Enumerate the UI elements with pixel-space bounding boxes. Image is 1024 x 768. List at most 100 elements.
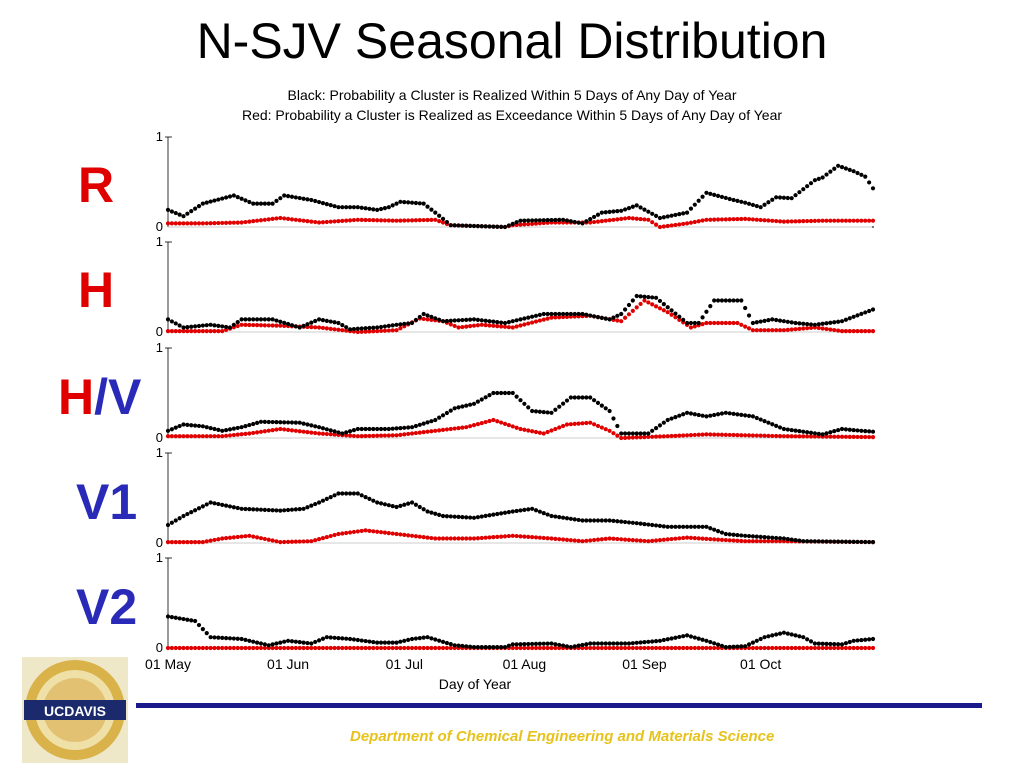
black-series-point xyxy=(278,319,283,324)
black-series-point xyxy=(526,507,531,512)
black-series-point xyxy=(789,632,794,637)
red-series-point xyxy=(386,645,391,651)
red-series-point xyxy=(169,329,174,334)
black-series-point xyxy=(177,323,182,328)
red-series-point xyxy=(502,324,508,329)
black-series-point xyxy=(332,320,337,325)
red-series-point xyxy=(421,645,426,651)
black-series-point xyxy=(777,425,783,430)
red-series-point xyxy=(328,432,333,437)
red-series-point xyxy=(526,645,531,651)
red-series-point xyxy=(475,422,480,427)
red-series-point xyxy=(642,538,647,544)
black-series-point xyxy=(251,421,256,427)
black-series-point xyxy=(692,202,697,207)
red-series-point xyxy=(243,219,248,225)
black-series-point xyxy=(836,319,841,324)
black-series-point xyxy=(185,511,190,517)
black-series-point xyxy=(448,642,453,647)
red-series-point xyxy=(204,434,209,439)
black-series-point xyxy=(619,519,624,524)
black-series-point xyxy=(533,313,539,318)
red-series-point xyxy=(870,218,876,223)
red-series-point xyxy=(537,645,542,651)
black-series-point xyxy=(545,311,550,317)
red-series-point xyxy=(673,645,678,651)
black-series-point xyxy=(851,539,856,544)
black-series-point xyxy=(216,635,221,640)
black-series-point xyxy=(650,522,655,528)
red-series-point xyxy=(278,645,283,651)
red-series-point xyxy=(243,645,248,651)
black-series-point xyxy=(843,539,848,544)
red-series-point xyxy=(448,536,453,541)
black-series-point xyxy=(576,311,581,317)
red-series-point xyxy=(696,645,701,651)
red-series-point xyxy=(611,431,616,436)
black-series-point xyxy=(371,498,376,503)
red-series-point xyxy=(653,645,659,651)
black-series-point xyxy=(394,504,399,510)
red-series-point xyxy=(731,217,736,222)
black-series-point xyxy=(591,518,597,523)
red-series-point xyxy=(440,536,446,541)
red-series-point xyxy=(770,433,775,439)
red-series-point xyxy=(243,534,248,539)
red-series-point xyxy=(712,645,717,651)
black-series-point xyxy=(836,427,841,433)
red-series-point xyxy=(363,433,368,439)
red-series-point xyxy=(797,645,802,651)
red-series-point xyxy=(650,538,655,543)
black-series-point xyxy=(549,217,554,223)
black-series-point xyxy=(402,502,407,507)
black-series-point xyxy=(375,500,380,505)
red-series-point xyxy=(506,533,511,539)
black-series-point xyxy=(196,506,202,511)
red-series-point xyxy=(863,218,868,223)
black-series-point xyxy=(731,532,736,537)
black-series-point xyxy=(824,431,829,436)
red-series-point xyxy=(638,645,643,651)
black-series-point xyxy=(619,208,624,213)
black-series-point xyxy=(266,419,271,425)
black-series-point xyxy=(351,491,357,496)
black-series-point xyxy=(305,197,310,202)
black-series-point xyxy=(572,517,577,522)
black-series-point xyxy=(301,640,306,645)
black-series-point xyxy=(320,498,326,503)
red-series-point xyxy=(739,322,744,327)
red-series-point xyxy=(754,645,759,651)
red-series-point xyxy=(630,538,635,543)
black-series-point xyxy=(336,320,341,326)
red-series-point xyxy=(588,220,593,225)
black-series-point xyxy=(770,197,775,202)
black-series-point xyxy=(243,506,248,512)
black-series-point xyxy=(464,515,469,520)
red-series-point xyxy=(421,316,426,322)
red-series-point xyxy=(212,434,217,439)
black-series-point xyxy=(828,169,833,174)
red-series-point xyxy=(425,645,430,651)
black-series-point xyxy=(491,390,496,396)
black-series-point xyxy=(371,207,376,212)
black-series-point xyxy=(421,507,426,512)
black-series-point xyxy=(553,642,558,647)
black-series-point xyxy=(526,405,531,410)
black-series-point xyxy=(847,539,852,544)
black-series-point xyxy=(282,320,287,325)
black-series-point xyxy=(448,318,453,323)
red-series-point xyxy=(793,434,798,439)
black-series-point xyxy=(801,429,806,434)
black-series-point xyxy=(746,201,752,206)
black-series-point xyxy=(824,539,829,544)
red-series-point xyxy=(247,431,252,436)
red-series-point xyxy=(684,535,690,540)
red-series-point xyxy=(305,430,310,435)
red-series-point xyxy=(762,328,767,333)
red-series-point xyxy=(867,434,872,440)
black-series-point xyxy=(518,642,523,647)
black-series-point xyxy=(518,317,523,322)
black-series-point xyxy=(471,223,477,229)
red-series-point xyxy=(177,645,182,651)
x-tick-label: 01 Sep xyxy=(622,656,667,672)
